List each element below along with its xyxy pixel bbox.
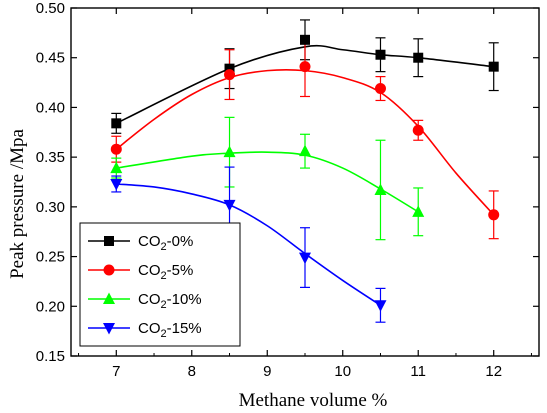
legend: CO2-0% CO2-5% CO2-10% CO2-15% [79,222,241,347]
data-point-series-3 [110,178,123,191]
data-point-series-2 [110,161,123,174]
data-point-series-3 [299,252,311,265]
data-point-series-1 [224,69,236,81]
data-point-series-0 [488,61,499,72]
x-tick-label: 11 [410,363,426,380]
x-tick-label: 10 [334,363,351,380]
x-axis-title: Methane volume % [239,390,388,411]
data-point-series-0 [111,118,122,129]
x-axis-ticks: 7 8 9 10 11 12 [78,8,532,380]
data-markers [110,34,500,312]
data-point-series-3 [374,300,387,312]
legend-marker-0 [104,236,114,246]
x-tick-label: 8 [188,363,196,380]
y-axis-title: Peak pressure /Mpa [7,129,28,279]
data-point-series-1 [110,143,122,155]
data-point-series-2 [223,145,236,158]
fit-curve-series-2 [116,151,419,213]
legend-marker-2 [103,292,115,304]
data-point-series-2 [374,183,387,195]
legend-marker-3 [103,323,115,335]
legend-marker-1 [103,264,115,276]
y-tick-label: 0.15 [36,348,65,365]
data-point-series-0 [300,34,310,45]
y-tick-label: 0.40 [36,99,65,116]
data-point-series-1 [299,61,311,73]
x-tick-label: 9 [263,363,271,380]
y-tick-label: 0.45 [36,50,65,67]
y-tick-label: 0.30 [36,199,65,216]
data-point-series-0 [375,49,386,60]
data-point-series-3 [223,199,236,212]
x-tick-label: 12 [485,363,502,380]
data-point-series-1 [412,124,424,136]
data-point-series-2 [412,205,425,217]
data-point-series-0 [224,63,235,74]
legend-label-2: CO2-10% [138,291,202,311]
data-point-series-2 [299,144,311,157]
data-point-series-1 [488,209,500,221]
data-point-series-0 [413,52,424,63]
legend-label-1: CO2-5% [138,262,193,282]
legend-label-0: CO2-0% [138,233,193,253]
legend-label-3: CO2-15% [138,320,202,340]
data-point-series-1 [374,83,386,95]
y-tick-label: 0.35 [36,149,65,166]
x-tick-label: 7 [112,363,120,380]
y-tick-label: 0.20 [36,298,65,315]
y-axis-ticks: 0.15 0.20 0.25 0.30 0.35 0.40 0.45 0.50 [36,0,539,365]
y-tick-label: 0.25 [36,249,65,266]
fit-curve-series-3 [116,183,381,306]
y-tick-label: 0.50 [36,0,65,17]
